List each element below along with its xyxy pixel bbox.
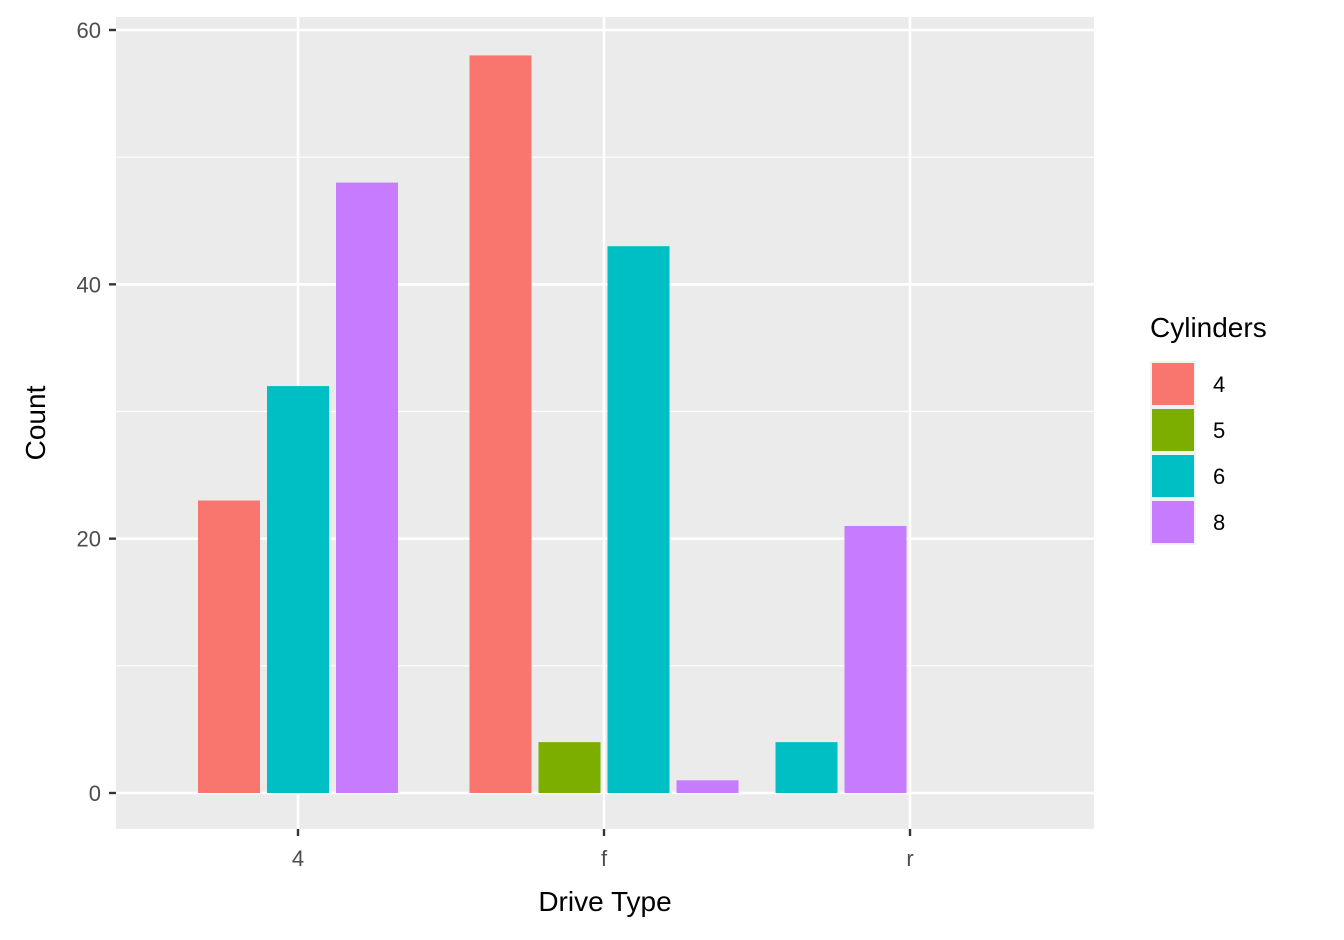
bar-4-cyl6 xyxy=(267,386,329,793)
y-tick-label: 20 xyxy=(77,527,101,552)
y-tick-label: 60 xyxy=(77,18,101,43)
bar-f-cyl8 xyxy=(676,780,739,793)
x-axis: 4 f r xyxy=(292,829,914,871)
bar-f-cyl6 xyxy=(607,246,670,793)
legend-label-4: 4 xyxy=(1213,372,1225,397)
y-tick-label: 0 xyxy=(89,781,101,806)
legend: Cylinders 4 5 6 8 xyxy=(1150,312,1267,545)
legend-label-8: 8 xyxy=(1213,510,1225,535)
legend-title: Cylinders xyxy=(1150,312,1267,343)
x-tick-label: r xyxy=(906,846,913,871)
bars xyxy=(198,55,907,794)
x-axis-title: Drive Type xyxy=(538,886,671,917)
legend-label-6: 6 xyxy=(1213,464,1225,489)
legend-swatch-5 xyxy=(1152,409,1194,451)
y-axis-title: Count xyxy=(20,385,51,460)
legend-swatch-4 xyxy=(1152,363,1194,405)
bar-f-cyl4 xyxy=(469,55,532,793)
bar-r-cyl8 xyxy=(844,525,907,793)
x-tick-label: 4 xyxy=(292,846,304,871)
x-tick-label: f xyxy=(601,846,608,871)
legend-label-5: 5 xyxy=(1213,418,1225,443)
y-axis: 0 20 40 60 xyxy=(77,18,116,806)
bar-4-cyl4 xyxy=(198,500,260,793)
legend-swatch-6 xyxy=(1152,455,1194,497)
legend-swatch-8 xyxy=(1152,501,1194,543)
bar-r-cyl6 xyxy=(775,742,838,793)
bar-4-cyl8 xyxy=(336,182,398,794)
y-tick-label: 40 xyxy=(77,272,101,297)
bar-f-cyl5 xyxy=(538,742,601,793)
